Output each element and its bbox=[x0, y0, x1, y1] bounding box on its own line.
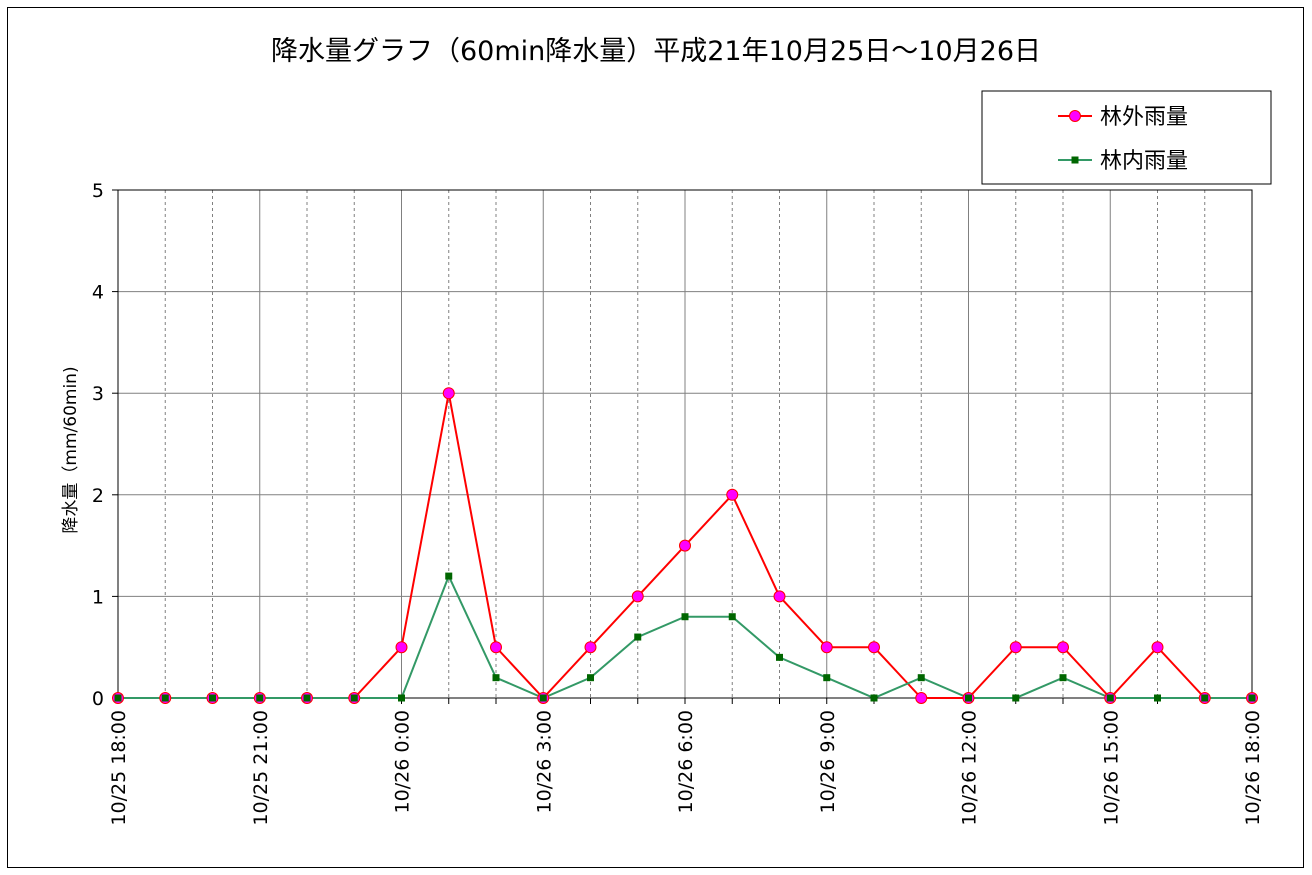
series-2-point bbox=[1154, 694, 1161, 702]
x-tick-label: 10/26 3:00 bbox=[533, 710, 555, 813]
y-tick-label: 0 bbox=[92, 688, 104, 710]
series-1-point bbox=[915, 692, 928, 704]
series-2-point bbox=[728, 613, 736, 621]
x-tick-label: 10/26 12:00 bbox=[959, 710, 981, 826]
y-tick-label: 2 bbox=[92, 485, 104, 507]
legend-marker-1 bbox=[1069, 110, 1081, 122]
series-2-point bbox=[1248, 694, 1256, 702]
x-tick-label: 10/26 15:00 bbox=[1100, 710, 1122, 826]
y-tick-label: 1 bbox=[92, 586, 104, 608]
series-2-point bbox=[1106, 694, 1114, 702]
legend-box bbox=[981, 90, 1272, 185]
series-2-point bbox=[823, 674, 831, 682]
series-1-point bbox=[1057, 641, 1069, 654]
series-1-point bbox=[679, 539, 691, 552]
y-tick-label: 5 bbox=[92, 180, 104, 202]
x-tick-label: 10/25 18:00 bbox=[108, 710, 130, 826]
legend-label-1: 林外雨量 bbox=[1100, 105, 1188, 130]
legend-label-2: 林内雨量 bbox=[1100, 149, 1188, 174]
y-tick-label: 4 bbox=[92, 282, 104, 304]
series-2-point bbox=[350, 694, 358, 702]
y-tick-label: 3 bbox=[92, 383, 104, 405]
series-2-point bbox=[965, 694, 972, 702]
series-1-point bbox=[442, 387, 455, 400]
series-1-point bbox=[584, 641, 597, 654]
series-2-point bbox=[492, 674, 500, 682]
series-2-point bbox=[303, 694, 311, 702]
series-2-point bbox=[1059, 674, 1067, 682]
series-2-point bbox=[917, 674, 925, 682]
series-1-point bbox=[820, 641, 833, 654]
series-2-point bbox=[539, 694, 547, 702]
series-1-point bbox=[726, 488, 739, 501]
x-tick-label: 10/26 6:00 bbox=[675, 710, 697, 813]
series-1-point bbox=[1151, 641, 1164, 654]
y-axis-label: 降水量（mm/60min) bbox=[61, 366, 81, 533]
series-2-point bbox=[398, 694, 405, 702]
series-2-point bbox=[681, 613, 689, 621]
x-tick-label: 10/25 21:00 bbox=[250, 710, 272, 826]
series-1-point bbox=[631, 590, 644, 603]
series-2-point bbox=[114, 694, 122, 702]
x-tick-label: 10/26 18:00 bbox=[1242, 710, 1264, 826]
series-1-point bbox=[395, 641, 408, 654]
series-1-point bbox=[868, 641, 880, 654]
series-2-point bbox=[256, 694, 264, 702]
series-2-point bbox=[634, 633, 642, 641]
series-1-point bbox=[773, 590, 786, 603]
series-1-point bbox=[1009, 641, 1022, 654]
legend-marker-2 bbox=[1071, 156, 1079, 164]
chart-title: 降水量グラフ（60min降水量）平成21年10月25日～10月26日 bbox=[271, 36, 1041, 67]
series-2-point bbox=[870, 694, 878, 702]
series-2-point bbox=[1201, 694, 1209, 702]
series-2-point bbox=[161, 694, 169, 702]
x-tick-label: 10/26 0:00 bbox=[392, 710, 414, 813]
x-tick-label: 10/26 9:00 bbox=[817, 710, 839, 813]
plot-border bbox=[117, 189, 1253, 699]
series-2-point bbox=[587, 674, 594, 682]
series-2-point bbox=[1012, 694, 1020, 702]
series-2-point bbox=[776, 653, 783, 661]
series-1-point bbox=[490, 641, 502, 654]
series-2-point bbox=[209, 694, 216, 702]
series-2-point bbox=[445, 572, 453, 580]
